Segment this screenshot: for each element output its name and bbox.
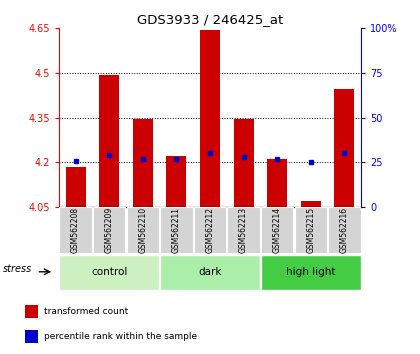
Title: GDS3933 / 246425_at: GDS3933 / 246425_at xyxy=(137,13,283,26)
Bar xyxy=(127,207,159,253)
Bar xyxy=(261,255,360,290)
Bar xyxy=(133,119,153,207)
Text: GSM562208: GSM562208 xyxy=(71,207,80,253)
Text: GSM562211: GSM562211 xyxy=(172,207,181,253)
Bar xyxy=(334,90,354,207)
Bar xyxy=(328,207,360,253)
Bar xyxy=(25,330,38,343)
Bar xyxy=(160,255,260,290)
Text: dark: dark xyxy=(198,267,222,277)
Bar xyxy=(60,255,159,290)
Bar xyxy=(160,207,192,253)
Bar xyxy=(66,167,86,207)
Text: percentile rank within the sample: percentile rank within the sample xyxy=(44,332,197,341)
Text: high light: high light xyxy=(286,267,336,277)
Bar xyxy=(194,207,226,253)
Bar xyxy=(267,159,287,207)
Bar xyxy=(60,207,92,253)
Text: GSM562212: GSM562212 xyxy=(205,207,215,253)
Bar xyxy=(234,119,254,207)
Text: GSM562216: GSM562216 xyxy=(340,207,349,253)
Bar xyxy=(301,201,321,207)
Bar xyxy=(200,30,220,207)
Bar xyxy=(93,207,125,253)
Bar xyxy=(228,207,260,253)
Text: control: control xyxy=(91,267,127,277)
Bar xyxy=(99,74,119,207)
Text: GSM562209: GSM562209 xyxy=(105,207,114,253)
Text: stress: stress xyxy=(3,264,32,274)
Bar xyxy=(261,207,293,253)
Text: GSM562210: GSM562210 xyxy=(138,207,147,253)
Text: transformed count: transformed count xyxy=(44,307,129,316)
Bar xyxy=(25,306,38,318)
Bar xyxy=(295,207,327,253)
Bar xyxy=(166,156,186,207)
Text: GSM562215: GSM562215 xyxy=(306,207,315,253)
Text: GSM562213: GSM562213 xyxy=(239,207,248,253)
Text: GSM562214: GSM562214 xyxy=(273,207,282,253)
